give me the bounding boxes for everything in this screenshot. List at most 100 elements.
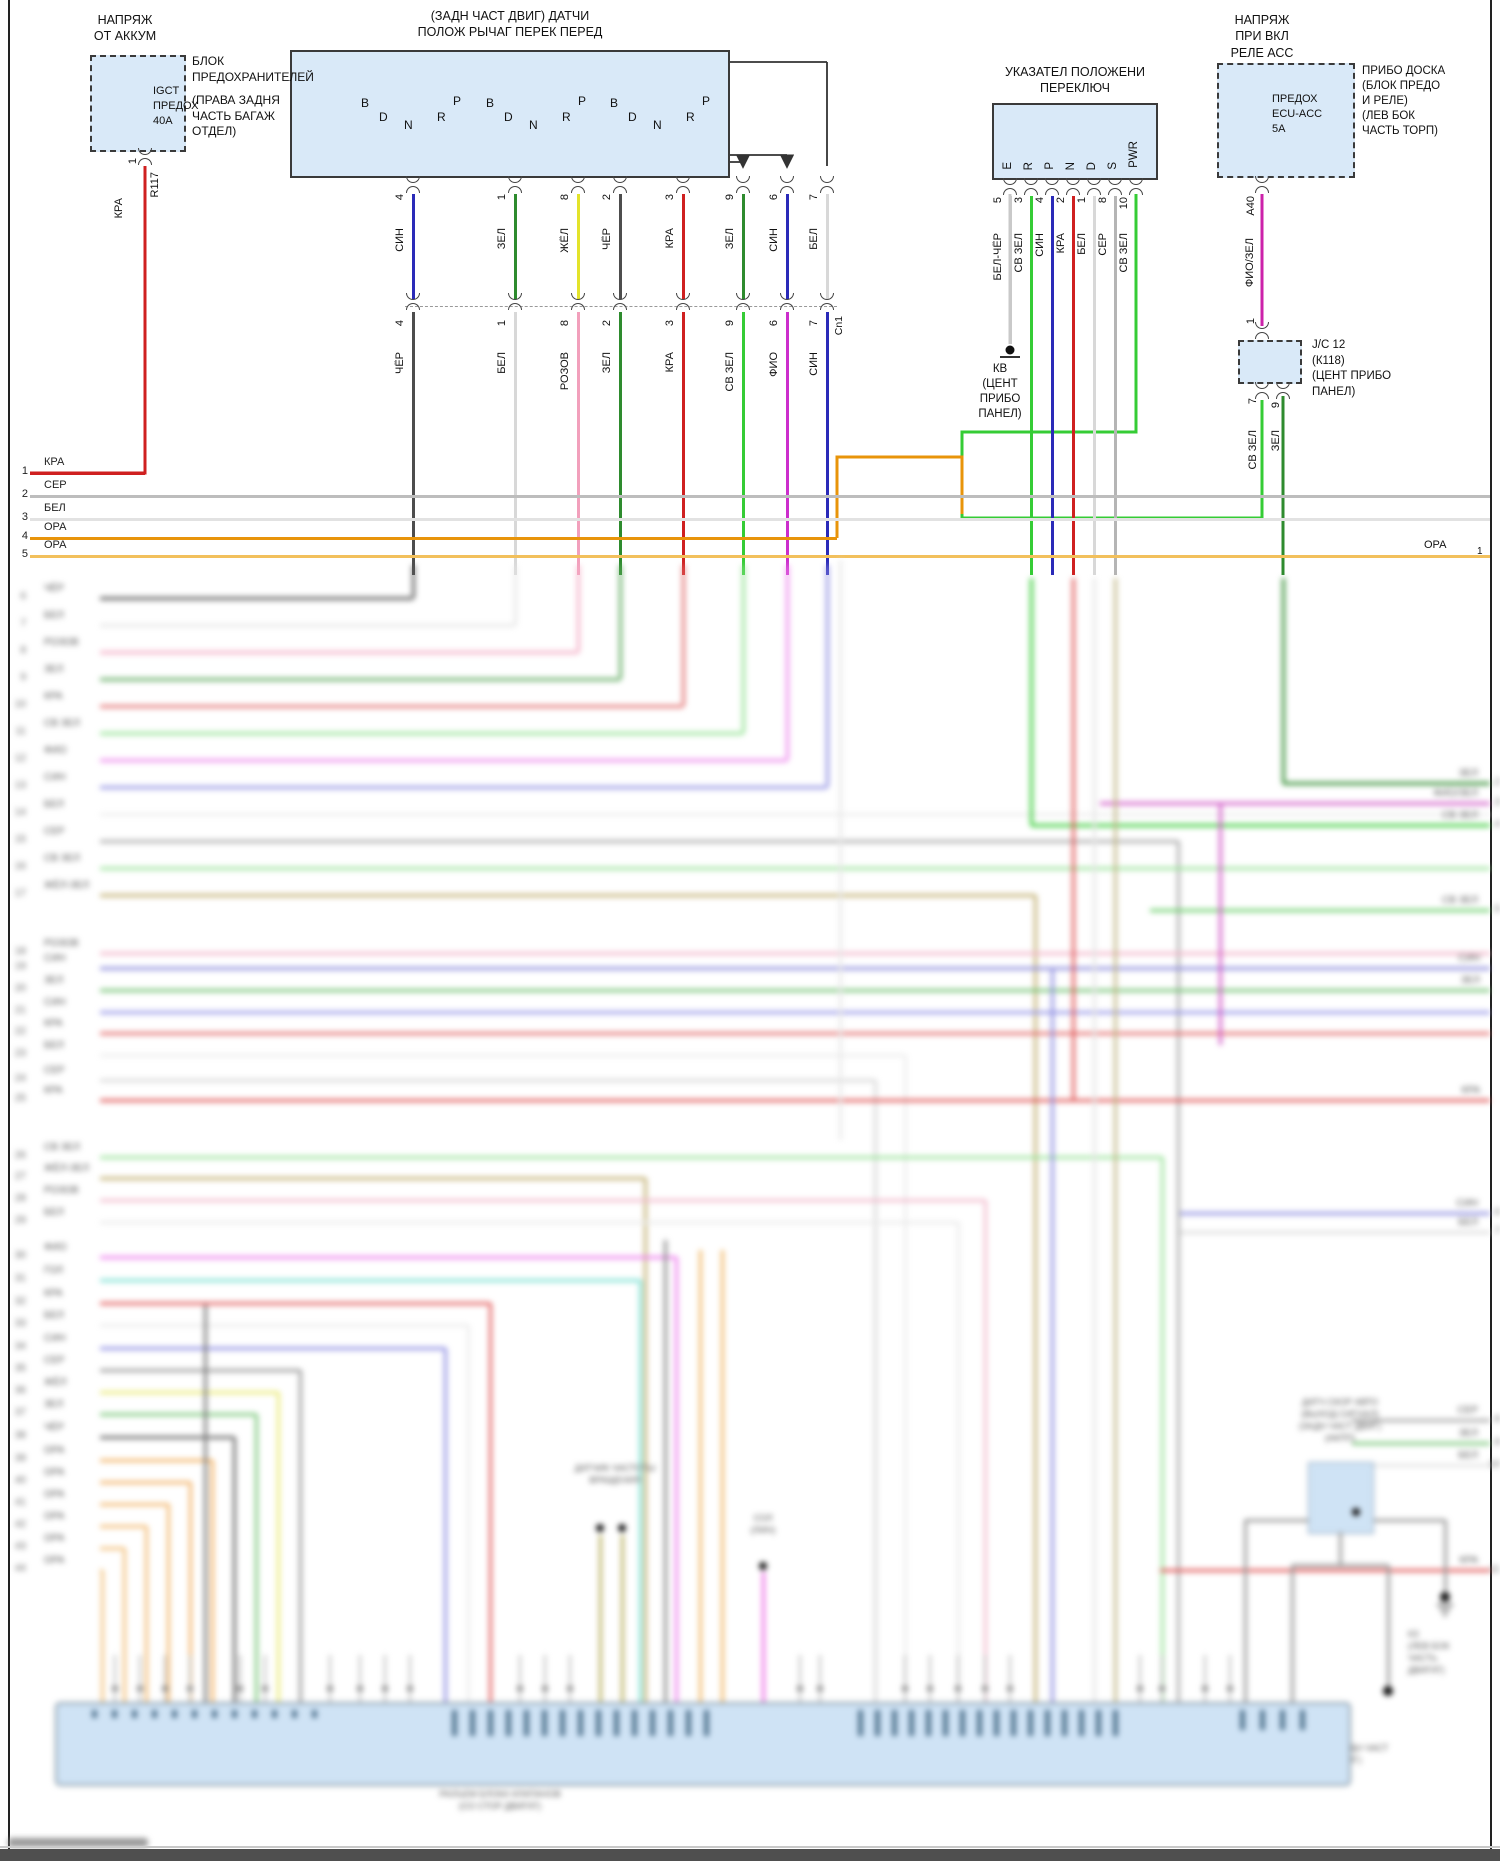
blur-row-number: 10 — [14, 699, 26, 710]
blur-row-label: ЖЁЛ-ЗЕЛ — [44, 880, 90, 891]
blur-exit-wire — [1180, 1230, 1490, 1234]
selector-wire — [785, 194, 789, 299]
ecu-pin — [470, 1710, 475, 1736]
connector-stub — [1204, 1655, 1206, 1702]
connector-stub — [1229, 1655, 1231, 1702]
blur-row-drop — [1033, 895, 1037, 1706]
connector-stub — [409, 1655, 411, 1702]
blur-exit-wire — [1100, 801, 1490, 805]
connector-stub — [189, 1655, 191, 1702]
ecu-pin — [272, 1710, 277, 1718]
blur-exit-wire — [1031, 823, 1490, 827]
ecu-pin — [312, 1710, 317, 1718]
blur-row-wire — [100, 1176, 645, 1180]
connector-stub — [819, 1655, 821, 1702]
blur-row-wire — [100, 1198, 985, 1202]
blur-row-drop — [232, 1437, 236, 1706]
stub-mark — [517, 1686, 523, 1691]
blur-row-riser — [576, 565, 580, 652]
cn1-wire — [785, 312, 789, 575]
stub-mark — [187, 1686, 193, 1691]
connector-stub — [329, 1655, 331, 1702]
blur-row-drop — [254, 1414, 258, 1706]
ecu-pin — [650, 1710, 655, 1736]
blur-row-number: 20 — [14, 983, 26, 994]
blur-row-drop — [210, 1460, 214, 1706]
ecu-pin — [994, 1710, 999, 1736]
ground-bar — [1440, 1609, 1450, 1611]
blur-row-drop — [488, 1303, 492, 1706]
connector-mark — [780, 303, 794, 310]
indicator-wire — [1050, 196, 1054, 575]
blur-row-number: 23 — [14, 1048, 26, 1059]
ecu-pin — [686, 1710, 691, 1736]
blur-vertical-wire — [761, 1572, 765, 1706]
blur-exit-number: 8 — [1494, 1414, 1500, 1425]
blur-row-number: 36 — [14, 1385, 26, 1396]
blur-row-drop — [443, 1348, 447, 1706]
contact-letter-d: D — [628, 110, 637, 124]
ecu-pin — [1300, 1710, 1305, 1730]
blur-row-label: ОРА — [44, 1489, 65, 1500]
blur-exit-number: 2 — [1494, 777, 1500, 788]
connector-mark — [613, 303, 627, 310]
blur-row-wire — [100, 1480, 190, 1484]
selector-wire — [513, 194, 517, 299]
row-wire-label: ОРА — [44, 539, 67, 551]
blur-row-label: РОЗОВ — [44, 637, 79, 648]
ecu-pin — [1240, 1710, 1245, 1730]
indicator-wire — [1029, 196, 1033, 575]
right-fuse-box — [1217, 63, 1355, 178]
blur-row-number: 25 — [14, 1093, 26, 1104]
blur-row-riser — [741, 565, 745, 733]
connector-stub — [114, 1655, 116, 1702]
blur-row-number: 35 — [14, 1363, 26, 1374]
contact-letter-r: R — [686, 110, 695, 124]
connector-stub — [1139, 1655, 1141, 1702]
stub-mark — [262, 1686, 268, 1691]
ecu-pin — [1062, 1710, 1067, 1736]
blur-row-number: 7 — [20, 618, 26, 629]
blur-exit-wire — [1352, 1418, 1490, 1422]
contact-letter-n: N — [404, 118, 413, 132]
connector-mark — [1024, 188, 1038, 195]
caption-line: ВРАЩЕНИЯ — [589, 1475, 641, 1486]
contact-letter-b: B — [610, 96, 619, 110]
blur-exit-wire — [1180, 1211, 1490, 1215]
speed-sensor-box — [1308, 1462, 1374, 1534]
stub-mark — [955, 1686, 961, 1691]
ecu-pin — [632, 1710, 637, 1736]
blur-row-label: СВ ЗЕЛ — [44, 1142, 80, 1153]
blur-row-riser — [618, 565, 622, 679]
stub-mark — [137, 1686, 143, 1691]
blur-vertical-wire — [698, 1250, 702, 1706]
blur-row-drop — [873, 1080, 877, 1706]
blur-row-drop — [638, 1280, 642, 1706]
blur-row-riser — [825, 565, 829, 787]
connector-stub — [359, 1655, 361, 1702]
caption-line: ДВИГ) — [1335, 1754, 1445, 1766]
frame-left — [8, 0, 10, 1849]
blur-row-number: 22 — [14, 1026, 26, 1037]
cn1-wire — [411, 312, 415, 575]
blur-row-wire — [100, 1031, 1490, 1035]
connector-stub — [904, 1655, 906, 1702]
caption-line: СОЛ — [753, 1513, 773, 1523]
blur-row-right-label: СИН — [1458, 953, 1480, 964]
blur-vertical-wire — [203, 1305, 207, 1706]
stub-mark — [1137, 1686, 1143, 1691]
bottom-band — [0, 1849, 1500, 1861]
blur-vertical-wire — [1029, 578, 1033, 825]
ecu-pin — [926, 1710, 931, 1736]
blur-row-number: 8 — [20, 645, 26, 656]
sensor1-caption: ДАТЧИК ЧАСТОТЫ ВРАЩЕНИЯ — [545, 1462, 685, 1486]
cn1-wire — [825, 312, 829, 575]
blur-row-wire — [100, 1078, 875, 1082]
contact-letter-d: D — [379, 110, 388, 124]
blur-row-wire — [100, 1010, 1490, 1014]
blur-row-number: 17 — [14, 888, 26, 899]
left-fuse-supply-label: НАПРЯЖ ОТ АККУМ — [93, 13, 157, 44]
row-wire — [30, 517, 1490, 521]
blur-row-wire — [100, 1278, 640, 1282]
